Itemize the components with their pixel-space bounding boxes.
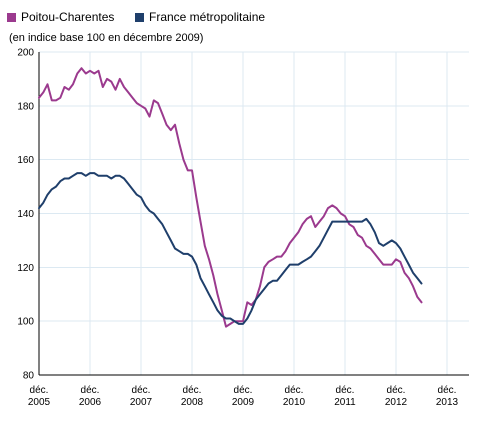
- y-tick-label: 200: [17, 48, 34, 59]
- legend-label-france-metropolitaine: France métropolitaine: [149, 10, 265, 24]
- y-tick-label: 100: [17, 317, 34, 328]
- x-tick-label-month: déc.: [132, 385, 151, 396]
- x-tick-label-year: 2012: [385, 397, 408, 408]
- legend-swatch-france-metropolitaine: [135, 13, 144, 22]
- y-tick-label: 180: [17, 101, 34, 112]
- chart-subtitle: (en indice base 100 en décembre 2009): [9, 32, 203, 44]
- series-line-france-metropolitaine: [38, 172, 423, 325]
- x-tick-label-year: 2013: [436, 397, 459, 408]
- series-line-poitou-charentes: [38, 67, 423, 328]
- x-tick-label-month: déc.: [183, 385, 202, 396]
- legend-swatch-poitou-charentes: [7, 13, 16, 22]
- axes: [38, 52, 469, 376]
- tick-labels: 80100120140160180200déc.2005déc.2006déc.…: [17, 48, 458, 409]
- x-tick-label-month: déc.: [234, 385, 253, 396]
- legend: Poitou-Charentes France métropolitaine: [7, 10, 265, 24]
- x-tick-label-year: 2011: [334, 397, 356, 408]
- y-tick-label: 140: [17, 209, 34, 220]
- x-tick-label-year: 2005: [28, 397, 51, 408]
- x-tick-label-month: déc.: [285, 385, 304, 396]
- grid: [38, 51, 469, 376]
- x-tick-label-year: 2008: [181, 397, 204, 408]
- legend-label-poitou-charentes: Poitou-Charentes: [21, 10, 114, 24]
- y-tick-label: 120: [17, 263, 34, 274]
- series: [38, 67, 423, 328]
- x-tick-label-year: 2007: [130, 397, 153, 408]
- y-tick-label: 80: [23, 371, 35, 382]
- x-tick-label-year: 2006: [79, 397, 102, 408]
- x-tick-label-month: déc.: [438, 385, 457, 396]
- x-tick-label-month: déc.: [81, 385, 100, 396]
- x-tick-label-month: déc.: [30, 385, 49, 396]
- x-tick-label-month: déc.: [387, 385, 406, 396]
- x-tick-label-year: 2010: [283, 397, 306, 408]
- x-tick-label-year: 2009: [232, 397, 255, 408]
- x-tick-label-month: déc.: [336, 385, 355, 396]
- y-tick-label: 160: [17, 155, 34, 166]
